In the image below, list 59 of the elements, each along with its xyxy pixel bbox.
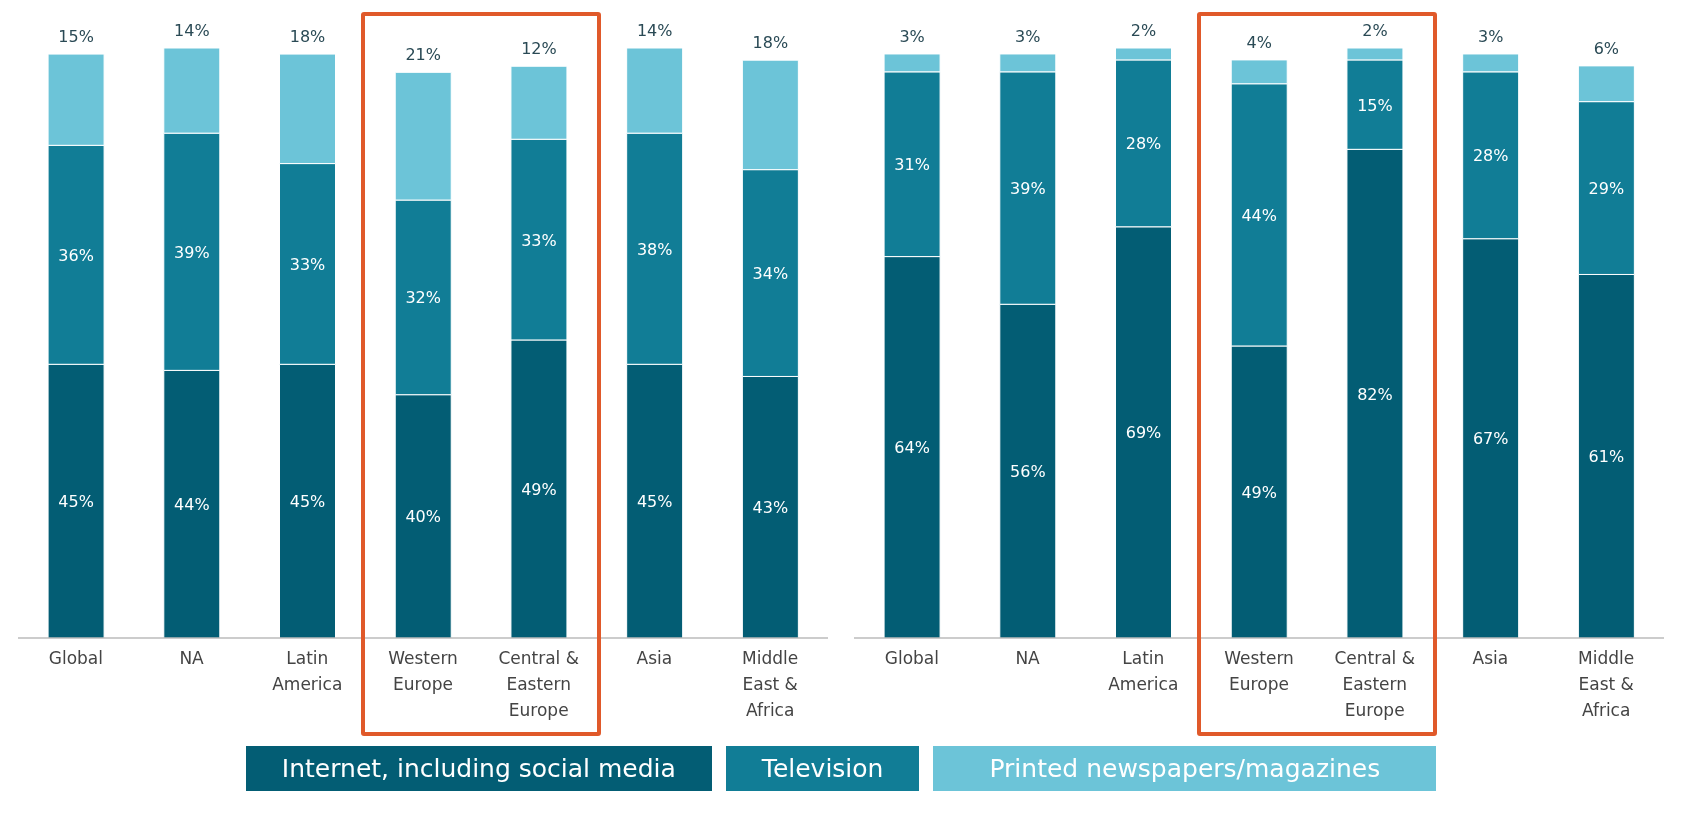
data-label: 31% [894,155,930,175]
x-tick-label: Asia [1472,648,1509,668]
data-label: 3% [1477,26,1504,46]
data-label: 45% [289,492,326,512]
data-label: 32% [405,288,442,308]
data-label: 39% [1010,179,1046,199]
x-tick-label: NA [179,648,205,668]
data-label: 38% [636,239,673,259]
data-label: 49% [1241,482,1278,502]
data-label: 67% [1472,429,1509,449]
x-tick-label: Central & Eastern Europe [1334,648,1415,720]
data-label: 12% [521,39,557,59]
data-label: 6% [1593,38,1620,58]
data-label: 2% [1362,21,1388,40]
data-label: 56% [1010,462,1046,482]
data-label: 44% [1241,205,1278,225]
data-label: 2% [1130,21,1157,40]
text: Internet, including social media [245,746,712,791]
data-label: 4% [1246,32,1272,52]
data-label: 3% [1015,26,1041,46]
data-label: 82% [1357,384,1393,404]
data-label: 14% [174,21,210,40]
x-tick-label: Global [884,648,939,668]
x-tick-label: Western Europe [1224,648,1294,694]
data-label: 14% [636,21,673,40]
data-label: 33% [289,254,326,274]
data-label: 28% [1125,134,1162,154]
text: Printed newspapers/magazines [933,746,1437,791]
data-label: 21% [405,45,442,65]
x-tick-label: Global [48,648,103,668]
data-label: 44% [174,495,210,515]
x-tick-label: Asia [636,648,673,668]
x-tick-label: Middle East & Africa [742,648,799,720]
x-tick-label: Latin America [272,648,343,694]
text: Television [725,746,920,791]
data-label: 61% [1588,447,1625,467]
data-label: 45% [636,492,673,512]
data-label: 3% [899,26,925,46]
data-label: 15% [1357,95,1393,115]
x-tick-label: Western Europe [388,648,458,694]
x-tick-label: Latin America [1108,648,1179,694]
x-tick-label: NA [1015,648,1041,668]
x-tick-label: Central & Eastern Europe [498,648,579,720]
data-label: 69% [1125,423,1162,443]
data-label: 34% [752,264,789,284]
data-label: 18% [289,27,326,47]
data-label: 39% [174,242,210,262]
data-label: 36% [58,245,94,265]
data-label: 49% [521,479,557,499]
data-label: 64% [894,438,930,458]
x-tick-label: Middle East & Africa [1578,648,1635,720]
data-label: 15% [58,27,94,47]
data-label: 40% [405,507,442,527]
data-label: 43% [752,498,789,518]
data-label: 33% [521,230,557,250]
data-label: 29% [1588,179,1625,199]
data-label: 28% [1472,146,1509,166]
data-label: 45% [58,492,94,512]
data-label: 18% [752,33,789,53]
